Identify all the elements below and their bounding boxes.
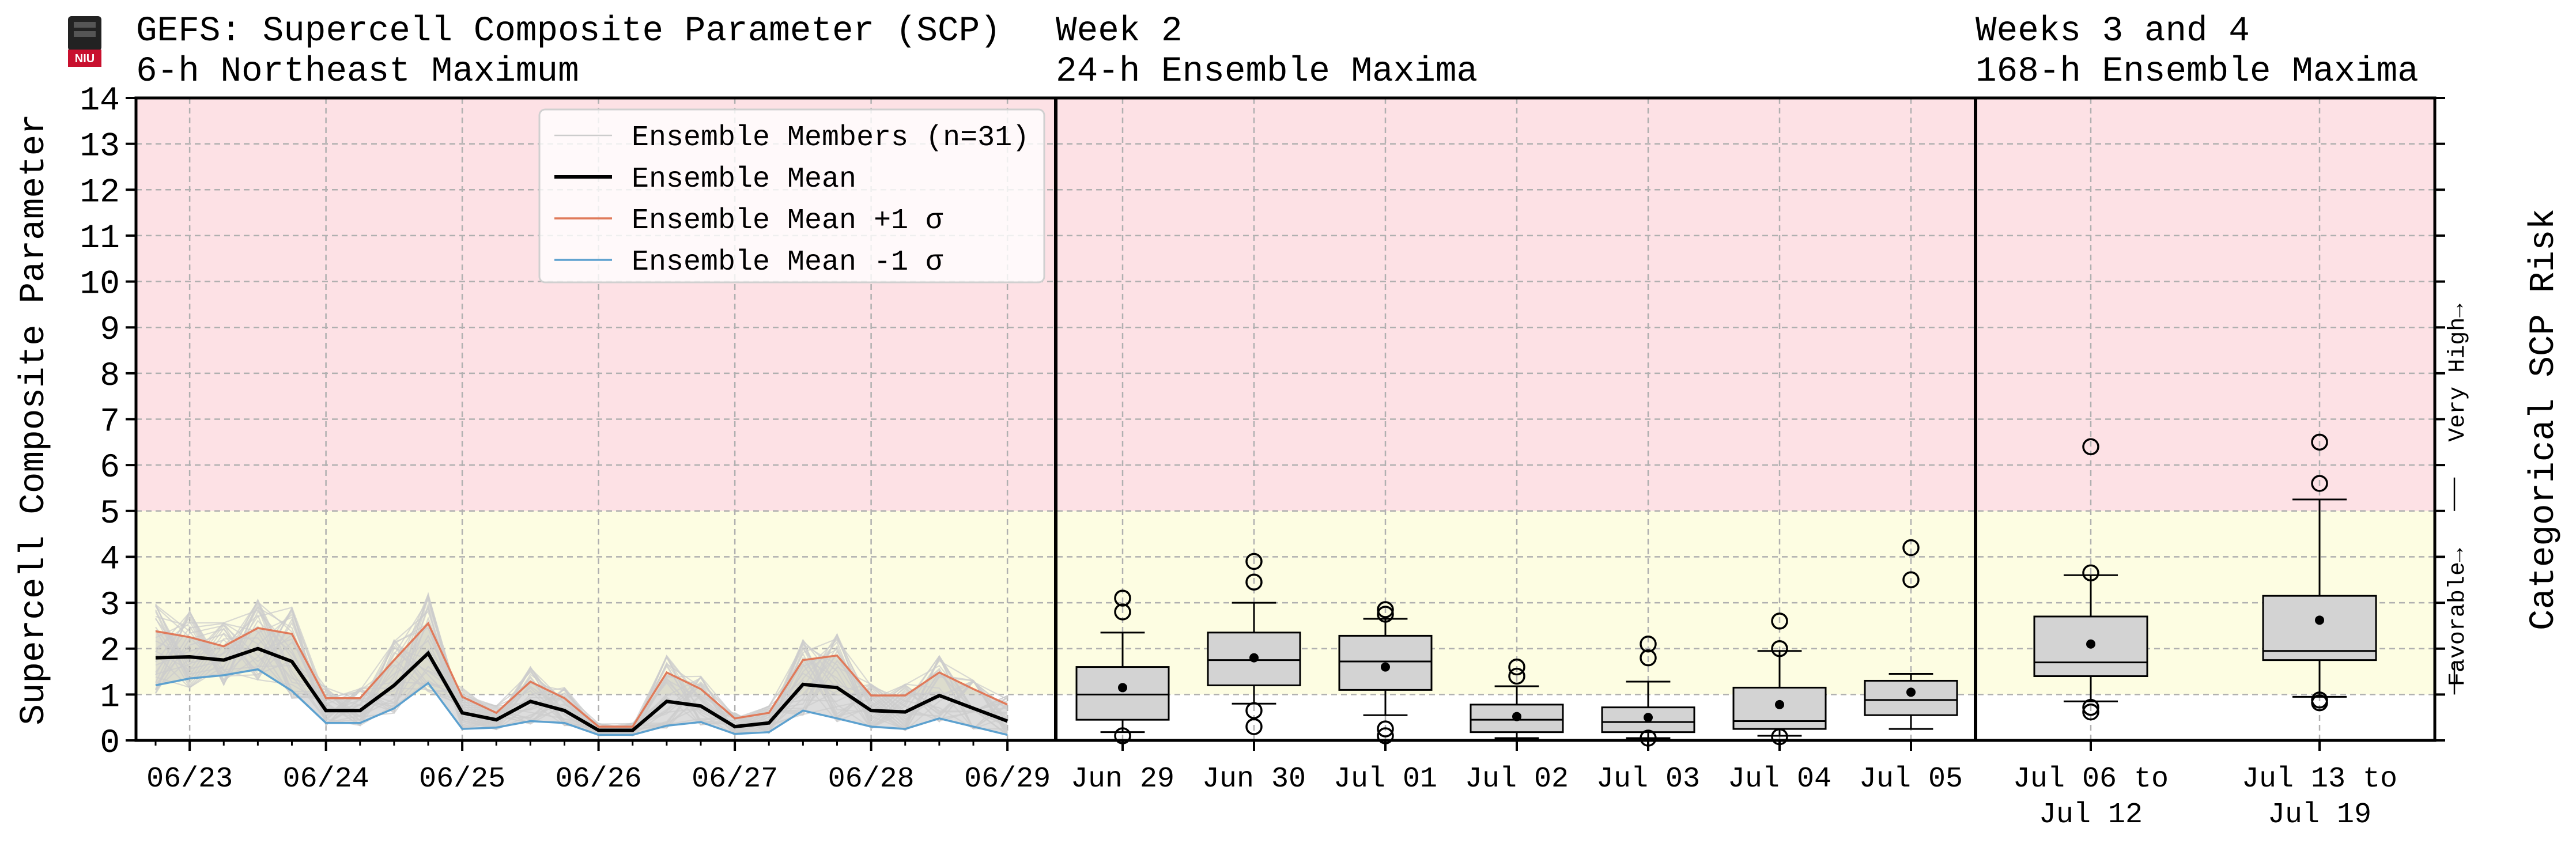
legend-label: Ensemble Mean -1 σ: [632, 246, 943, 279]
x-tick-label: Jul 03: [1596, 763, 1700, 796]
y-tick-label: 14: [80, 82, 120, 120]
y-axis-label: Supercell Composite Parameter: [14, 114, 54, 725]
box-iqr: [1075, 666, 1170, 721]
x-tick-label: Jun 30: [1202, 763, 1306, 796]
y-tick-label: 5: [100, 496, 120, 533]
ensemble-member-line: [155, 606, 1008, 735]
y-tick-label: 11: [80, 220, 120, 258]
risk-category-label: Favorable→: [2445, 548, 2471, 686]
box-iqr: [1864, 679, 1958, 716]
box-outlier: [1245, 553, 1263, 570]
box-outlier: [1771, 612, 1788, 630]
x-tick-label: 06/29: [964, 763, 1051, 796]
x-tick-label: Jul 05: [1859, 763, 1963, 796]
x-tick-label: 06/23: [146, 763, 233, 796]
very-high-band: [136, 98, 2435, 511]
box-mean-dot: [1775, 699, 1784, 709]
legend-label: Ensemble Members (n=31): [632, 122, 1029, 154]
y-tick-label: 6: [100, 449, 120, 487]
box-iqr: [1601, 706, 1695, 733]
ensemble-mean-line: [155, 646, 1009, 732]
ensemble-member-line: [155, 598, 1008, 737]
box-outlier: [1377, 720, 1394, 738]
panel3-subtitle: 168-h Ensemble Maxima: [1976, 52, 2419, 92]
box-iqr: [2033, 615, 2148, 677]
box-outlier: [1902, 571, 1920, 588]
box-iqr: [2262, 595, 2377, 661]
legend-label: Ensemble Mean +1 σ: [632, 205, 943, 237]
y-tick-label: 0: [100, 725, 120, 762]
panel2-subtitle: 24-h Ensemble Maxima: [1056, 52, 1478, 92]
x-tick-label: 06/28: [828, 763, 915, 796]
y-tick-label: 7: [100, 404, 120, 441]
niu-logo: NIU: [68, 16, 101, 67]
x-tick-label: Jul 12: [2039, 799, 2143, 831]
box-mean-dot: [1644, 713, 1653, 723]
x-tick-label: Jul 19: [2268, 799, 2371, 831]
box-outlier: [2311, 691, 2328, 709]
x-tick-label: 06/24: [283, 763, 369, 796]
box-outlier: [2082, 564, 2099, 582]
y-tick-label: 2: [100, 633, 120, 671]
box-outlier: [1377, 601, 1394, 618]
box-mean-dot: [1906, 687, 1916, 697]
panel2-title: Week 2: [1056, 12, 1183, 51]
box-outlier: [1508, 667, 1525, 685]
y-tick-label: 13: [80, 128, 120, 166]
logo-text: NIU: [75, 52, 95, 65]
legend-label: Ensemble Mean: [632, 163, 856, 196]
box-outlier: [1114, 589, 1131, 607]
box-outlier: [2311, 475, 2328, 492]
x-tick-label: Jul 02: [1465, 763, 1569, 796]
box-outlier: [2082, 703, 2099, 721]
y-tick-label: 8: [100, 358, 120, 395]
box-outlier: [2311, 433, 2328, 451]
x-tick-label: Jul 06 to: [2013, 763, 2169, 796]
panel1-subtitle: 6-h Northeast Maximum: [136, 52, 579, 92]
box-mean-dot: [1249, 653, 1259, 663]
box-outlier: [1640, 636, 1657, 653]
box-outlier: [1508, 658, 1525, 676]
ensemble-mean-minus-sigma-line: [155, 668, 1008, 736]
y-tick-label: 3: [100, 587, 120, 625]
box-mean-dot: [1381, 662, 1390, 672]
y-tick-label: 9: [100, 312, 120, 349]
y-tick-label: 4: [100, 541, 120, 578]
box-mean-dot: [1512, 712, 1521, 721]
box-outlier: [1771, 640, 1788, 657]
box-outlier: [1902, 539, 1920, 557]
box-outlier: [2082, 698, 2099, 716]
risk-category-label: Very High→: [2445, 304, 2471, 442]
x-tick-label: Jul 04: [1728, 763, 1831, 796]
y-tick-label: 1: [100, 679, 120, 716]
x-tick-label: Jul 01: [1334, 763, 1437, 796]
box-outlier: [1640, 649, 1657, 667]
ensemble-mean-plus-sigma-line: [155, 621, 1008, 728]
panel3-title: Weeks 3 and 4: [1976, 12, 2250, 51]
x-tick-label: Jul 13 to: [2242, 763, 2397, 796]
y2-axis-label: Categorical SCP Risk: [2524, 209, 2564, 630]
legend-box: [538, 108, 1045, 283]
box-outlier: [1245, 702, 1263, 719]
x-tick-label: Jun 29: [1071, 763, 1174, 796]
x-tick-label: 06/27: [692, 763, 778, 796]
x-tick-label: 06/26: [556, 763, 642, 796]
box-outlier: [1377, 606, 1394, 623]
y-tick-label: 10: [80, 266, 120, 304]
box-outlier: [1114, 603, 1131, 621]
main-title: GEFS: Supercell Composite Parameter (SCP…: [136, 12, 1001, 51]
box-mean-dot: [1118, 683, 1127, 693]
x-tick-label: 06/25: [419, 763, 505, 796]
box-mean-dot: [2086, 639, 2095, 649]
box-outlier: [2082, 438, 2099, 456]
box-outlier: [1245, 718, 1263, 735]
box-outlier: [1245, 573, 1263, 591]
y-tick-label: 12: [80, 174, 120, 211]
box-mean-dot: [2315, 615, 2324, 625]
